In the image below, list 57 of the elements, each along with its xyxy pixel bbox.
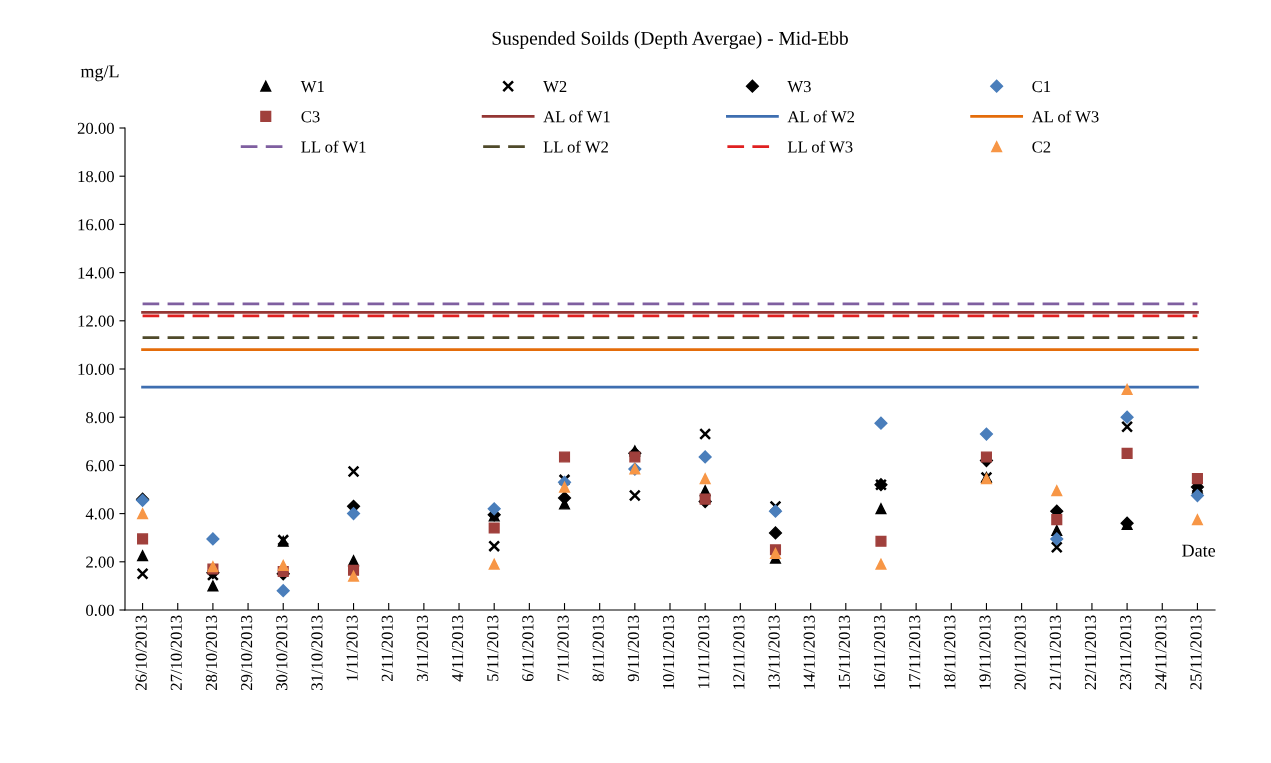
legend-label: AL of W3 [1031,110,1099,123]
y-axis-title: mg/L [80,65,119,82]
x-axis-title: Date [1182,544,1216,557]
y-tick-label: 16.00 [78,219,114,231]
x-tick-label: 17/11/2013 [909,615,921,689]
x-tick-label: 1/11/2013 [346,615,358,681]
x-tick-label: 3/11/2013 [416,615,429,682]
legend-label: AL of W1 [543,110,610,123]
chart-title: Suspended Soilds (Depth Avergae) - Mid-Ebb [492,31,848,49]
legend-label: AL of W2 [787,110,855,123]
y-tick-label: 12.00 [78,315,114,327]
x-tick-label: 24/11/2013 [1155,615,1167,690]
x-tick-label: 30/10/2013 [276,615,288,690]
x-tick-label: 25/11/2013 [1190,615,1202,690]
legend-label: W2 [543,80,567,93]
legend-label: LL of W1 [301,140,366,153]
legend-label: W3 [787,80,811,93]
x-tick-label: 2/11/2013 [381,615,393,682]
y-tick-label: 6.00 [86,460,114,472]
x-tick-label: 14/11/2013 [803,615,815,689]
x-tick-label: 31/10/2013 [311,615,323,690]
y-tick-label: 14.00 [78,267,114,279]
y-tick-label: 20.00 [77,122,114,135]
y-tick-label: 8.00 [86,411,114,424]
x-tick-label: 20/11/2013 [1014,615,1026,690]
x-tick-label: 18/11/2013 [944,615,956,689]
y-tick-label: 18.00 [78,170,114,183]
x-tick-label: 6/11/2013 [522,615,534,682]
x-tick-label: 9/11/2013 [627,615,640,682]
x-tick-label: 16/11/2013 [873,615,886,689]
x-tick-label: 4/11/2013 [451,615,464,682]
x-tick-label: 19/11/2013 [979,615,991,689]
legend-label: LL of W2 [543,140,608,153]
x-tick-label: 27/10/2013 [170,615,182,691]
legend-label: W1 [300,81,324,93]
legend-label: C3 [301,111,320,123]
x-tick-label: 8/11/2013 [592,615,604,682]
x-tick-label: 11/11/2013 [698,615,710,689]
y-tick-label: 2.00 [86,556,114,568]
x-tick-label: 26/10/2013 [135,615,147,691]
x-tick-label: 15/11/2013 [838,615,850,689]
x-tick-label: 5/11/2013 [487,615,499,681]
y-tick-label: 4.00 [85,508,114,520]
x-tick-label: 13/11/2013 [768,615,780,689]
x-tick-label: 21/11/2013 [1049,615,1061,690]
x-tick-label: 12/11/2013 [733,615,745,689]
legend-label: C2 [1032,141,1051,153]
x-tick-label: 7/11/2013 [557,615,569,681]
x-tick-label: 29/10/2013 [240,615,253,691]
legend-label: C1 [1032,80,1051,93]
x-tick-label: 23/11/2013 [1120,615,1132,690]
x-tick-label: 10/11/2013 [662,615,675,689]
y-tick-label: 0.00 [86,604,114,617]
x-tick-label: 22/11/2013 [1084,615,1097,690]
y-tick-label: 10.00 [78,363,114,376]
x-tick-label: 28/10/2013 [205,615,218,691]
legend-label: LL of W3 [787,140,853,153]
